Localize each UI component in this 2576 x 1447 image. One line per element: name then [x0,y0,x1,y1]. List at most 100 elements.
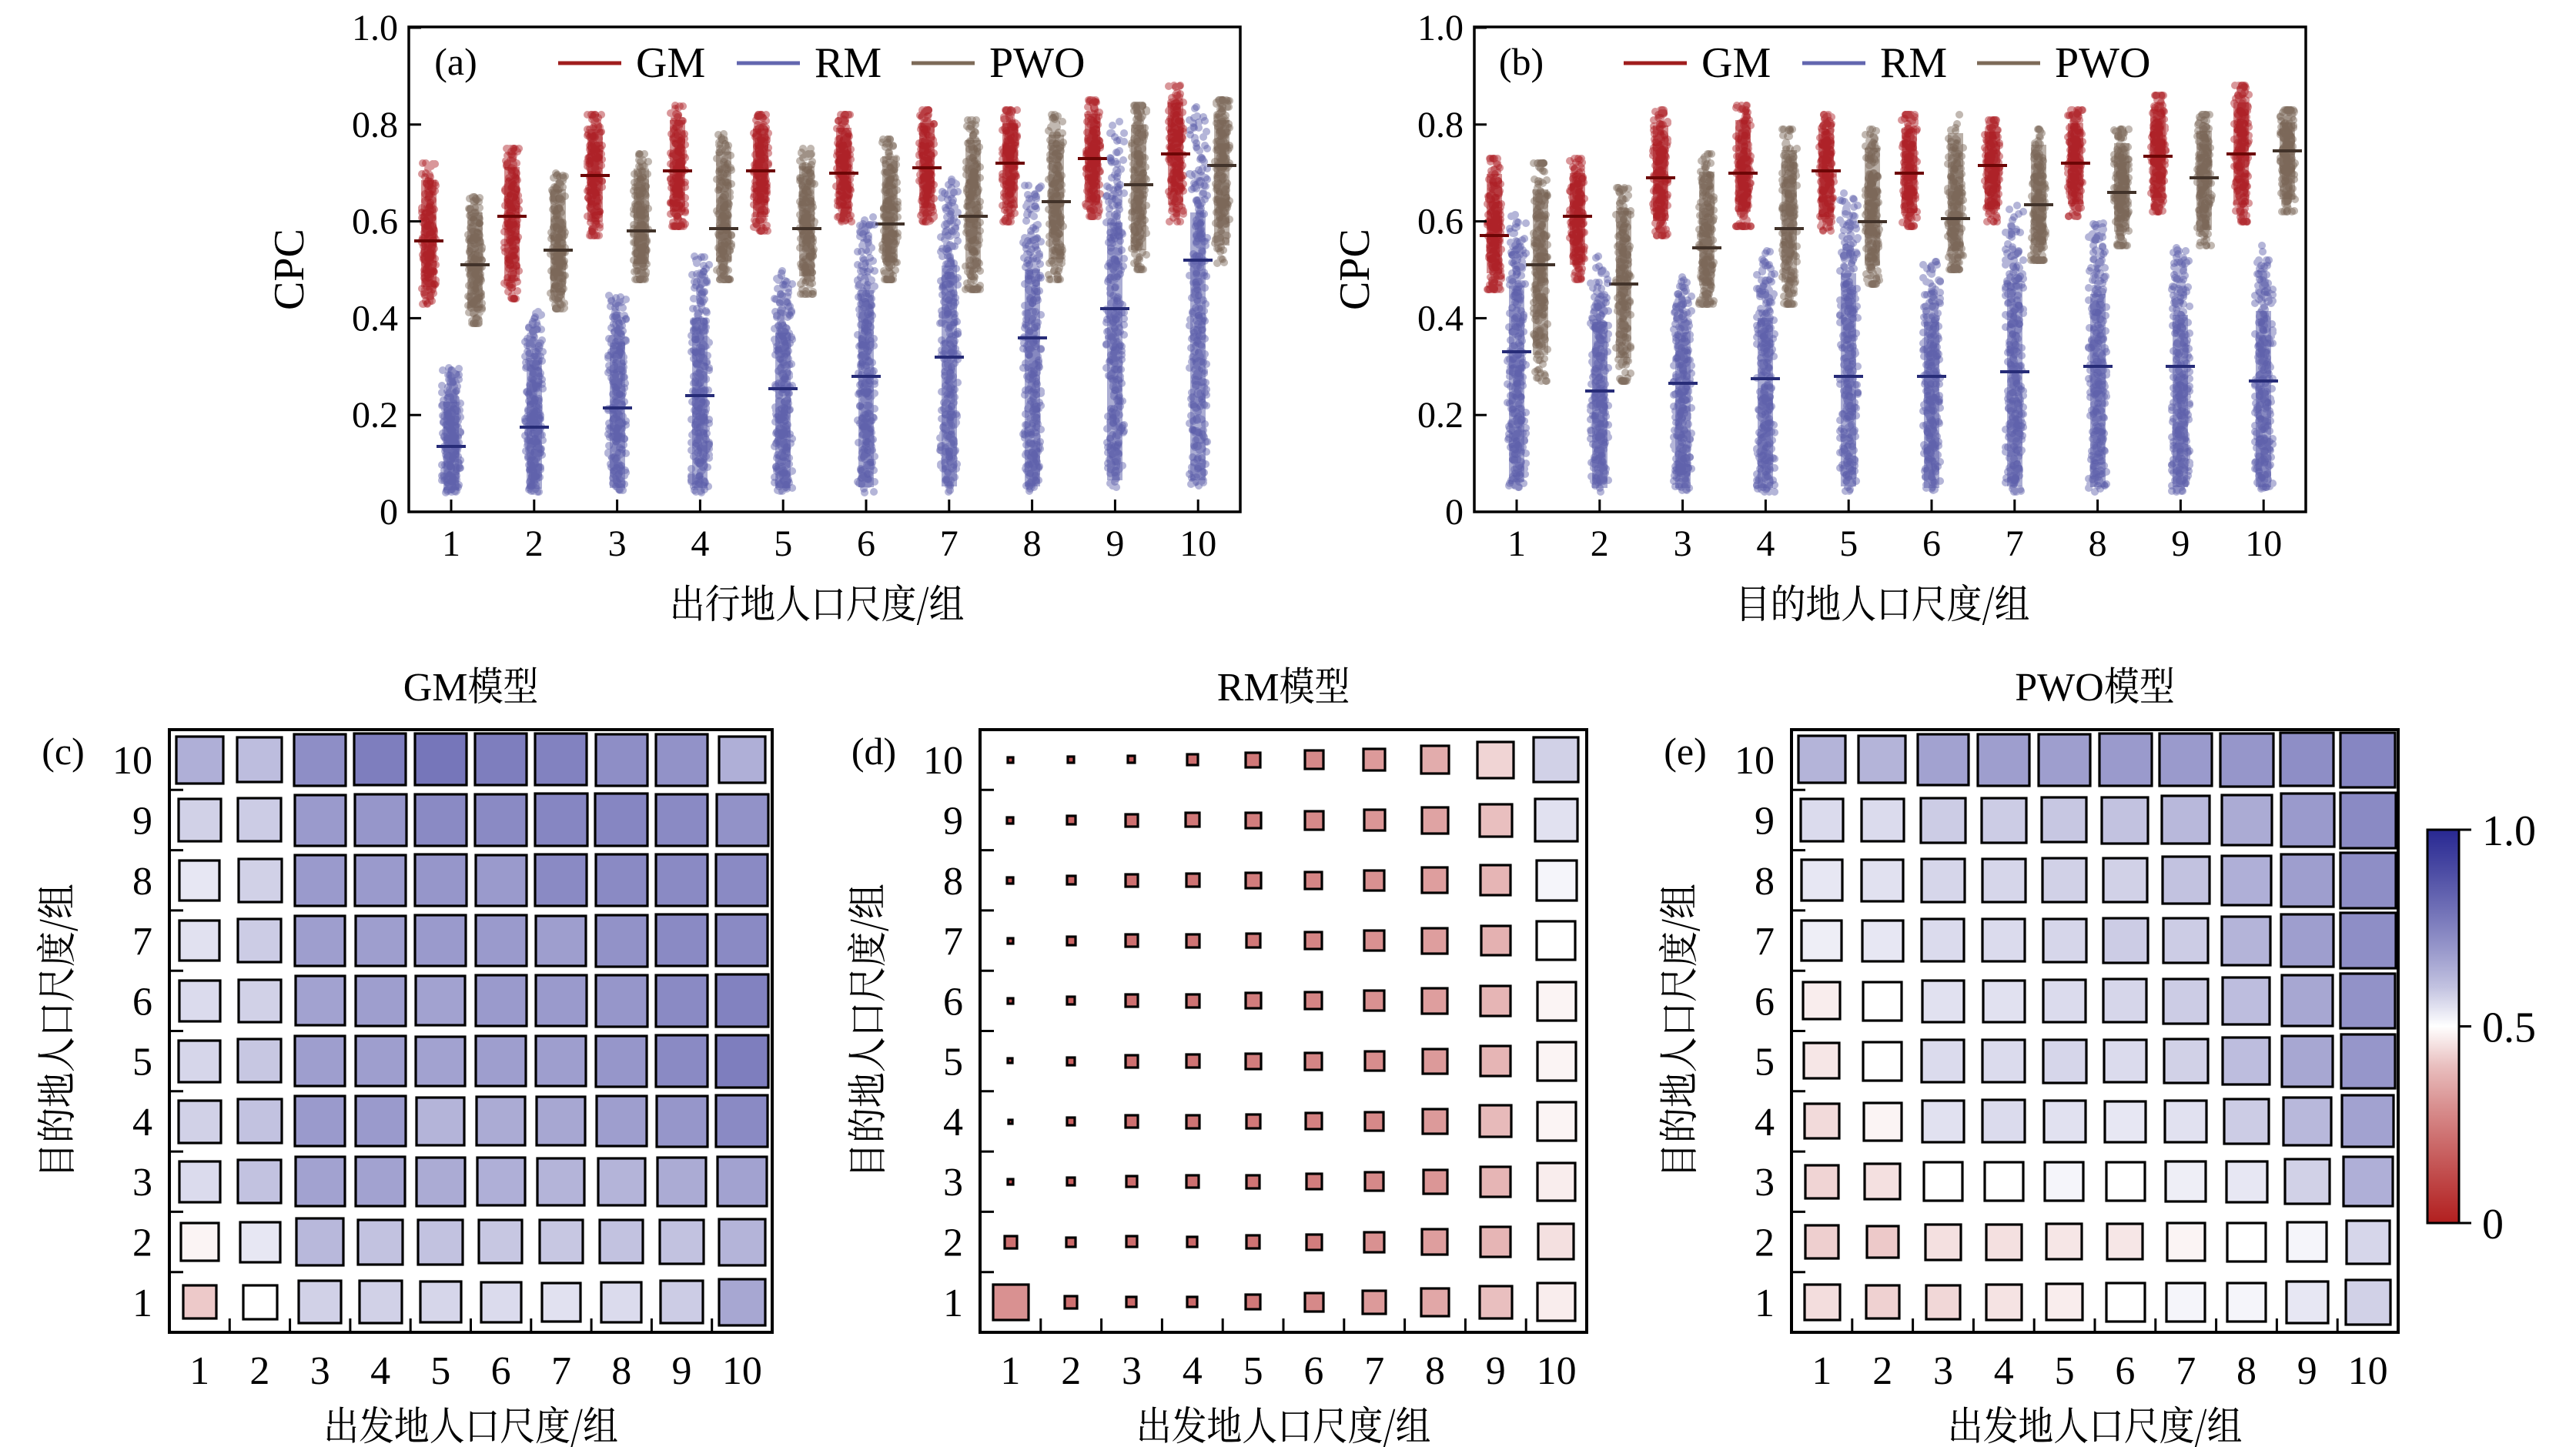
svg-text:3: 3 [1122,1349,1142,1393]
svg-text:2: 2 [1061,1349,1081,1393]
svg-text:10: 10 [112,739,152,783]
svg-text:PWO: PWO [2055,39,2150,87]
svg-text:1: 1 [943,1282,963,1325]
svg-text:10: 10 [2245,523,2282,564]
svg-text:7: 7 [2006,523,2024,564]
svg-text:CPC: CPC [1331,229,1379,310]
svg-text:6: 6 [491,1349,511,1393]
svg-text:1.0: 1.0 [2482,807,2536,855]
svg-text:2: 2 [1591,523,1609,564]
svg-text:10: 10 [1735,739,1775,783]
svg-text:(d): (d) [851,730,896,773]
svg-text:1: 1 [1507,523,1526,564]
svg-text:4: 4 [1994,1349,2014,1393]
svg-text:0.6: 0.6 [352,202,398,242]
svg-text:1: 1 [189,1349,209,1393]
svg-text:3: 3 [608,523,627,564]
svg-text:1: 1 [1812,1349,1832,1393]
svg-text:0.6: 0.6 [1417,202,1464,242]
svg-text:GM: GM [403,666,468,710]
svg-text:6: 6 [943,980,963,1024]
svg-text:1: 1 [442,523,460,564]
svg-text:GM: GM [636,39,705,87]
svg-text:2: 2 [132,1221,152,1265]
svg-text:8: 8 [1425,1349,1445,1393]
svg-text:7: 7 [943,920,963,964]
svg-text:4: 4 [1183,1349,1203,1393]
svg-text:0.2: 0.2 [352,395,398,436]
svg-text:0: 0 [380,492,398,533]
svg-text:10: 10 [1179,523,1216,564]
svg-text:3: 3 [1755,1161,1775,1205]
svg-text:8: 8 [132,860,152,904]
svg-text:3: 3 [132,1161,152,1205]
svg-text:0.4: 0.4 [352,298,398,339]
svg-text:8: 8 [1755,860,1775,904]
svg-text:PWO: PWO [989,39,1085,87]
svg-text:3: 3 [1674,523,1692,564]
svg-text:1.0: 1.0 [352,8,398,48]
svg-text:5: 5 [2055,1349,2075,1393]
svg-text:9: 9 [1755,800,1775,844]
svg-text:(c): (c) [42,730,85,773]
svg-text:5: 5 [430,1349,450,1393]
svg-text:3: 3 [943,1161,963,1205]
svg-text:5: 5 [132,1041,152,1084]
svg-text:9: 9 [2171,523,2190,564]
svg-text:7: 7 [551,1349,571,1393]
svg-text:3: 3 [310,1349,330,1393]
svg-text:6: 6 [1922,523,1941,564]
svg-text:8: 8 [611,1349,631,1393]
svg-text:7: 7 [1755,920,1775,964]
svg-text:RM: RM [1880,39,1947,87]
svg-text:2: 2 [1872,1349,1892,1393]
svg-text:RM: RM [1217,666,1280,710]
svg-text:6: 6 [857,523,875,564]
svg-text:8: 8 [2236,1349,2257,1393]
svg-text:0.5: 0.5 [2482,1004,2536,1052]
svg-text:(e): (e) [1664,730,1707,773]
svg-text:7: 7 [1364,1349,1384,1393]
svg-text:2: 2 [249,1349,269,1393]
svg-text:(a): (a) [434,40,477,83]
svg-text:10: 10 [722,1349,762,1393]
svg-text:8: 8 [2089,523,2107,564]
svg-text:9: 9 [1106,523,1124,564]
svg-text:RM: RM [815,39,882,87]
svg-text:7: 7 [2176,1349,2196,1393]
svg-text:1: 1 [132,1282,152,1325]
svg-text:4: 4 [943,1101,963,1145]
svg-text:4: 4 [691,523,709,564]
svg-text:0.2: 0.2 [1417,395,1464,436]
svg-text:0.8: 0.8 [1417,105,1464,145]
svg-text:9: 9 [943,800,963,844]
svg-text:4: 4 [370,1349,390,1393]
svg-text:5: 5 [1243,1349,1263,1393]
svg-text:8: 8 [1023,523,1042,564]
svg-text:PWO: PWO [2015,666,2104,710]
svg-text:10: 10 [1537,1349,1577,1393]
svg-text:9: 9 [672,1349,692,1393]
svg-text:10: 10 [2348,1349,2388,1393]
svg-text:1: 1 [1000,1349,1020,1393]
svg-text:9: 9 [132,800,152,844]
svg-text:0.8: 0.8 [352,105,398,145]
svg-text:4: 4 [132,1101,152,1145]
svg-text:0: 0 [2482,1201,2504,1248]
svg-text:5: 5 [943,1041,963,1084]
svg-text:7: 7 [940,523,958,564]
svg-text:4: 4 [1756,523,1775,564]
svg-text:3: 3 [1933,1349,1953,1393]
svg-text:GM: GM [1701,39,1771,87]
svg-text:0.4: 0.4 [1417,298,1464,339]
svg-text:6: 6 [1303,1349,1323,1393]
svg-text:2: 2 [943,1221,963,1265]
svg-text:CPC: CPC [266,229,313,310]
svg-text:1: 1 [1755,1282,1775,1325]
svg-text:6: 6 [132,980,152,1024]
svg-text:8: 8 [943,860,963,904]
svg-text:(b): (b) [1499,40,1544,83]
svg-text:9: 9 [2297,1349,2317,1393]
svg-text:1.0: 1.0 [1417,8,1464,48]
svg-text:0: 0 [1445,492,1464,533]
